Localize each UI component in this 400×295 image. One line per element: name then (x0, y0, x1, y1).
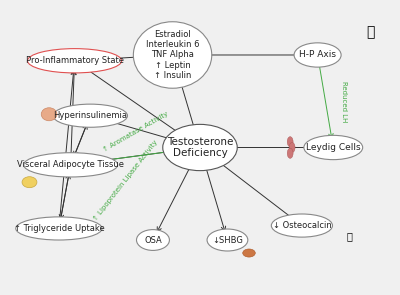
Ellipse shape (22, 177, 37, 188)
Ellipse shape (28, 49, 122, 73)
Text: Hyperinsulinemia: Hyperinsulinemia (53, 111, 127, 120)
Ellipse shape (287, 137, 293, 147)
Text: Pro-Inflammatory State: Pro-Inflammatory State (26, 56, 124, 65)
Ellipse shape (289, 142, 295, 153)
Ellipse shape (243, 249, 255, 257)
Ellipse shape (294, 43, 341, 67)
Ellipse shape (207, 229, 248, 251)
Text: ↑ Aromatase Activity: ↑ Aromatase Activity (102, 110, 169, 153)
Text: Testosterone
Deficiency: Testosterone Deficiency (167, 137, 233, 158)
Text: Reduced LH: Reduced LH (341, 81, 347, 122)
Ellipse shape (287, 148, 293, 158)
Text: OSA: OSA (144, 235, 162, 245)
Text: Leydig Cells: Leydig Cells (306, 143, 360, 152)
Text: 🧠: 🧠 (366, 25, 375, 39)
Text: ↓SHBG: ↓SHBG (212, 235, 243, 245)
Ellipse shape (24, 153, 118, 177)
Ellipse shape (16, 217, 102, 240)
Text: ↓ Osteocalcin: ↓ Osteocalcin (272, 221, 331, 230)
Ellipse shape (271, 214, 332, 237)
Ellipse shape (163, 124, 237, 171)
Ellipse shape (136, 230, 170, 250)
Text: ↑ Triglyceride Uptake: ↑ Triglyceride Uptake (14, 224, 104, 233)
Text: Visceral Adipocyte Tissue: Visceral Adipocyte Tissue (17, 160, 124, 169)
Ellipse shape (133, 22, 212, 88)
Text: H-P Axis: H-P Axis (299, 50, 336, 60)
Ellipse shape (41, 108, 57, 121)
Ellipse shape (53, 104, 128, 127)
Text: Estradiol
Interleukin 6
TNF Alpha
↑ Leptin
↑ Insulin: Estradiol Interleukin 6 TNF Alpha ↑ Lept… (146, 30, 199, 80)
Text: ↑ Lipoprotein Lipase Activity: ↑ Lipoprotein Lipase Activity (92, 139, 159, 222)
Ellipse shape (304, 135, 363, 160)
Text: 🦴: 🦴 (346, 231, 352, 241)
